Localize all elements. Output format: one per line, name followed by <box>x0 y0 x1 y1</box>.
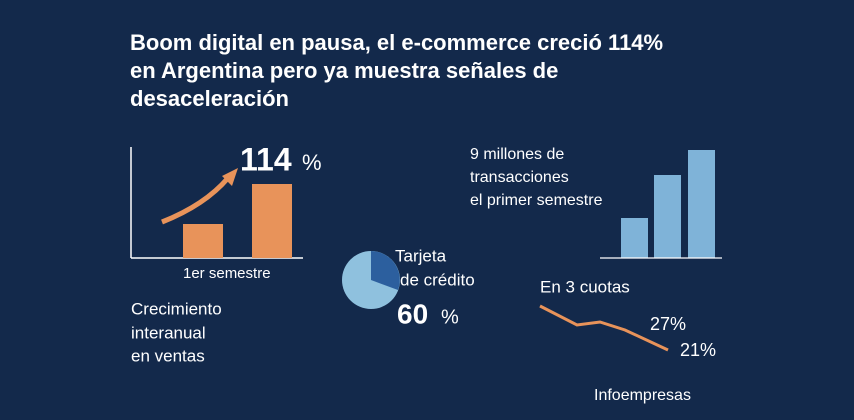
caption: Crecimiento <box>131 299 222 318</box>
period-label: 1er semestre <box>183 265 271 282</box>
bar <box>252 184 292 258</box>
bar <box>688 150 715 258</box>
pie-slice <box>371 251 400 290</box>
caption: interanual <box>131 323 206 342</box>
line <box>539 304 669 352</box>
caption: 9 millones de <box>470 146 564 163</box>
bar <box>183 224 223 258</box>
pie-label: Tarjeta <box>395 246 447 265</box>
growth-number: 114 <box>240 141 292 177</box>
title-line: en Argentina pero ya muestra señales de <box>130 58 558 83</box>
value-label: 21% <box>680 340 716 360</box>
source: Infoempresas <box>594 387 691 404</box>
pie-label: de crédito <box>400 270 475 289</box>
transactions-chart: 9 millones de transacciones el primer se… <box>470 146 722 259</box>
pie-unit: % <box>441 306 459 328</box>
installments-chart: En 3 cuotas 27% 21% <box>539 277 716 360</box>
arrow <box>161 176 230 225</box>
title-line: desaceleración <box>130 86 289 111</box>
title-line: Boom digital en pausa, el e-commerce cre… <box>130 30 663 55</box>
growth-unit: % <box>302 150 322 175</box>
growth-chart: 114 % 1er semestre Crecimiento interanua… <box>130 141 322 365</box>
line-label: En 3 cuotas <box>540 277 630 296</box>
arrow-head <box>222 168 238 186</box>
caption: en ventas <box>131 346 205 365</box>
caption: transacciones <box>470 169 569 186</box>
bar <box>654 175 681 258</box>
bar <box>621 218 648 258</box>
value-label: 27% <box>650 314 686 334</box>
card-pie: Tarjeta de crédito 60 % <box>342 246 475 329</box>
pie-number: 60 <box>397 298 428 329</box>
caption: el primer semestre <box>470 192 603 209</box>
